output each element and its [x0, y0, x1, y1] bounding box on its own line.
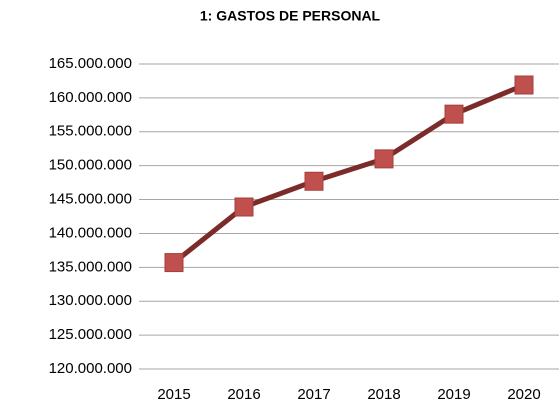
marker — [374, 149, 394, 169]
x-tick-label: 2017 — [297, 386, 330, 403]
y-tick-label: 155.000.000 — [49, 123, 132, 140]
y-tick-label: 135.000.000 — [49, 258, 132, 275]
x-tick-label: 2019 — [437, 386, 470, 403]
marker — [304, 171, 324, 191]
y-tick-label: 150.000.000 — [49, 157, 132, 174]
x-tick-label: 2016 — [227, 386, 260, 403]
series-line — [172, 82, 525, 265]
marker — [444, 104, 464, 124]
x-tick-label: 2020 — [507, 386, 540, 403]
y-tick-label: 140.000.000 — [49, 224, 132, 241]
x-tick-label: 2015 — [157, 386, 190, 403]
y-tick-label: 120.000.000 — [49, 360, 132, 377]
y-tick-label: 130.000.000 — [49, 292, 132, 309]
y-tick-label: 125.000.000 — [49, 326, 132, 343]
y-tick-label: 160.000.000 — [49, 89, 132, 106]
marker — [164, 253, 184, 273]
y-tick-label: 145.000.000 — [49, 191, 132, 208]
x-tick-label: 2018 — [367, 386, 400, 403]
marker — [234, 197, 254, 217]
chart-title: 1: GASTOS DE PERSONAL — [200, 8, 381, 24]
y-tick-label: 165.000.000 — [49, 55, 132, 72]
marker — [514, 75, 534, 95]
